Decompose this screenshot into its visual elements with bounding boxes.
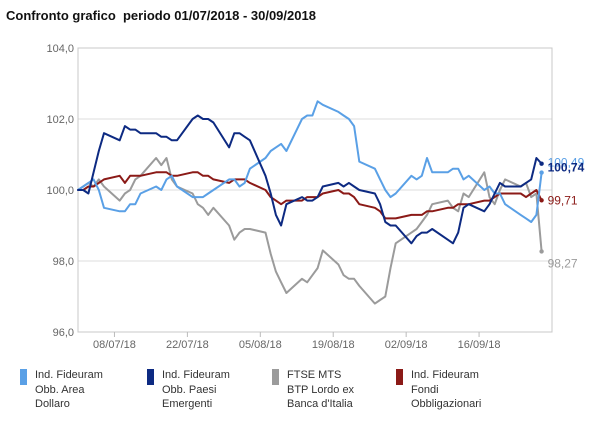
y-tick-label: 98,0 xyxy=(53,256,74,268)
legend-swatch xyxy=(20,369,27,385)
x-tick-label: 05/08/18 xyxy=(239,339,282,351)
x-tick-label: 16/09/18 xyxy=(458,339,501,351)
x-tick-label: 02/09/18 xyxy=(385,339,428,351)
series-line-1 xyxy=(77,114,543,245)
end-value-label: 100,74 xyxy=(548,161,585,175)
y-tick-label: 100,0 xyxy=(46,185,74,197)
legend-swatch xyxy=(147,369,154,385)
line-chart: 96,0 98,0 100,0 102,0 104,0 08/07/18 22/07/18 0… xyxy=(46,43,585,351)
legend-item-paesi-emergenti: Ind. Fideuram Obb. Paesi Emergenti xyxy=(147,368,230,412)
end-value-label: 98,27 xyxy=(548,256,578,270)
legend-item-area-dollaro: Ind. Fideuram Obb. Area Dollaro xyxy=(20,368,103,412)
y-tick-label: 104,0 xyxy=(46,43,74,55)
legend-item-fondi-obbligazionari: Ind. Fideuram Fondi Obbligazionari xyxy=(396,368,481,412)
x-tick-label: 19/08/18 xyxy=(312,339,355,351)
series-line-0 xyxy=(77,100,543,223)
axes: 96,0 98,0 100,0 102,0 104,0 08/07/18 22/07/18 0… xyxy=(46,43,553,351)
series-end-point xyxy=(539,170,544,175)
legend-item-ftse-mts-btp: FTSE MTS BTP Lordo ex Banca d'Italia xyxy=(272,368,354,412)
legend-label: FTSE MTS BTP Lordo ex Banca d'Italia xyxy=(287,369,355,410)
series-end-point xyxy=(539,198,544,203)
legend-swatch xyxy=(272,369,279,385)
legend: Ind. Fideuram Obb. Area Dollaro Ind. Fid… xyxy=(0,368,600,427)
series-line-3 xyxy=(77,171,543,220)
legend-swatch xyxy=(396,369,403,385)
legend-label: Ind. Fideuram Fondi Obbligazionari xyxy=(411,369,482,410)
series-end-point xyxy=(539,249,544,254)
legend-label: Ind. Fideuram Obb. Paesi Emergenti xyxy=(162,369,230,410)
series-lines xyxy=(77,100,544,305)
y-tick-label: 102,0 xyxy=(46,114,74,126)
x-tick-label: 22/07/18 xyxy=(166,339,209,351)
series-line-2 xyxy=(77,157,543,305)
chart-title: Confronto grafico periodo 01/07/2018 - 3… xyxy=(6,8,316,23)
end-value-label: 99,71 xyxy=(548,193,578,207)
y-tick-label: 96,0 xyxy=(53,327,74,339)
legend-label: Ind. Fideuram Obb. Area Dollaro xyxy=(35,369,103,410)
series-end-point xyxy=(539,161,544,166)
end-value-label: 100,49 xyxy=(548,156,585,170)
x-tick-label: 08/07/18 xyxy=(93,339,136,351)
